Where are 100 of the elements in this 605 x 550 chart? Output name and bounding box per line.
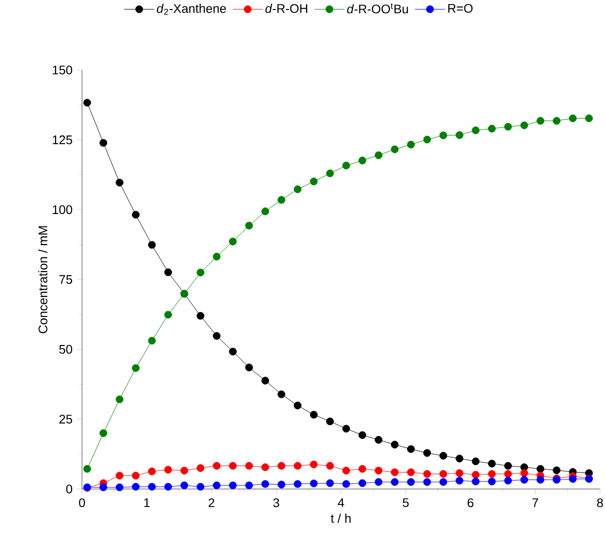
x-tick-label: 5	[402, 498, 409, 508]
point	[407, 468, 415, 476]
legend-label: R=O	[448, 4, 473, 13]
legend-label: d$_{2}$-Xanthene	[156, 4, 226, 15]
point	[439, 478, 448, 486]
point	[585, 114, 593, 122]
point	[488, 470, 496, 478]
point	[180, 466, 188, 474]
point	[245, 462, 253, 470]
point	[326, 479, 334, 487]
point	[229, 238, 237, 246]
point	[423, 470, 431, 478]
point	[488, 460, 496, 468]
point	[472, 478, 480, 486]
point	[504, 122, 512, 131]
point	[229, 348, 237, 356]
point	[310, 410, 318, 419]
point	[488, 478, 496, 486]
point	[358, 465, 366, 473]
point	[423, 136, 431, 144]
y-tick-label: 0	[66, 484, 72, 494]
point	[310, 460, 318, 468]
point	[148, 468, 156, 476]
point	[229, 462, 237, 470]
point	[261, 207, 270, 216]
point	[310, 480, 318, 488]
y-tick-label: 50	[59, 344, 72, 354]
point	[342, 480, 350, 488]
point	[278, 390, 286, 398]
point	[196, 268, 204, 276]
point	[180, 482, 188, 490]
point	[552, 116, 560, 125]
point	[116, 472, 124, 480]
point	[472, 457, 480, 466]
point	[196, 312, 204, 320]
point	[374, 466, 382, 474]
point	[261, 376, 270, 384]
point	[100, 139, 108, 147]
point	[504, 476, 512, 484]
point	[456, 131, 464, 139]
x-tick-label: 4	[338, 498, 344, 507]
point	[439, 132, 448, 140]
point	[196, 482, 204, 491]
legend-label: d-R-OO$^{t}$Bu	[347, 3, 408, 14]
point	[83, 465, 92, 473]
point	[390, 145, 399, 154]
x-axis-title: t / h	[330, 514, 351, 523]
point	[504, 470, 512, 478]
y-tick-label: 25	[59, 414, 72, 424]
point	[261, 463, 270, 472]
point	[358, 431, 366, 439]
point	[520, 121, 528, 130]
y-axis-title: Concentration / mM	[38, 226, 48, 334]
point	[456, 476, 464, 484]
point	[132, 210, 140, 219]
point	[164, 466, 172, 474]
point	[326, 170, 334, 178]
point	[164, 268, 172, 276]
y-tick-label: 100	[52, 205, 72, 214]
point	[212, 462, 221, 470]
point	[83, 98, 92, 107]
point	[229, 482, 237, 490]
point	[310, 178, 318, 186]
point	[132, 482, 140, 491]
point	[342, 424, 350, 433]
x-tick-label: 6	[468, 498, 474, 508]
point	[342, 466, 350, 474]
point	[423, 449, 431, 457]
point	[358, 479, 366, 487]
point	[407, 478, 415, 486]
point	[536, 465, 544, 473]
x-tick-label: 7	[532, 498, 538, 507]
x-tick-label: 1	[144, 498, 150, 507]
y-tick-label: 125	[52, 135, 72, 144]
point	[278, 196, 286, 204]
point	[390, 478, 399, 486]
point	[326, 462, 334, 470]
point	[164, 482, 172, 491]
point	[294, 462, 302, 470]
point	[472, 126, 480, 134]
point	[439, 452, 448, 460]
point	[132, 364, 140, 372]
x-tick-label: 8	[597, 498, 603, 508]
point	[164, 310, 172, 319]
point	[148, 482, 156, 491]
x-tick-label: 0	[79, 498, 85, 508]
point	[100, 483, 108, 492]
point	[456, 454, 464, 462]
point	[132, 472, 140, 480]
point	[536, 476, 544, 484]
point	[116, 178, 124, 186]
point	[196, 464, 204, 472]
point	[278, 480, 286, 488]
x-tick-label: 2	[208, 498, 214, 508]
point	[374, 478, 382, 486]
point	[536, 116, 544, 125]
point	[326, 418, 334, 426]
point	[456, 469, 464, 477]
point	[439, 470, 448, 478]
point	[407, 445, 415, 453]
